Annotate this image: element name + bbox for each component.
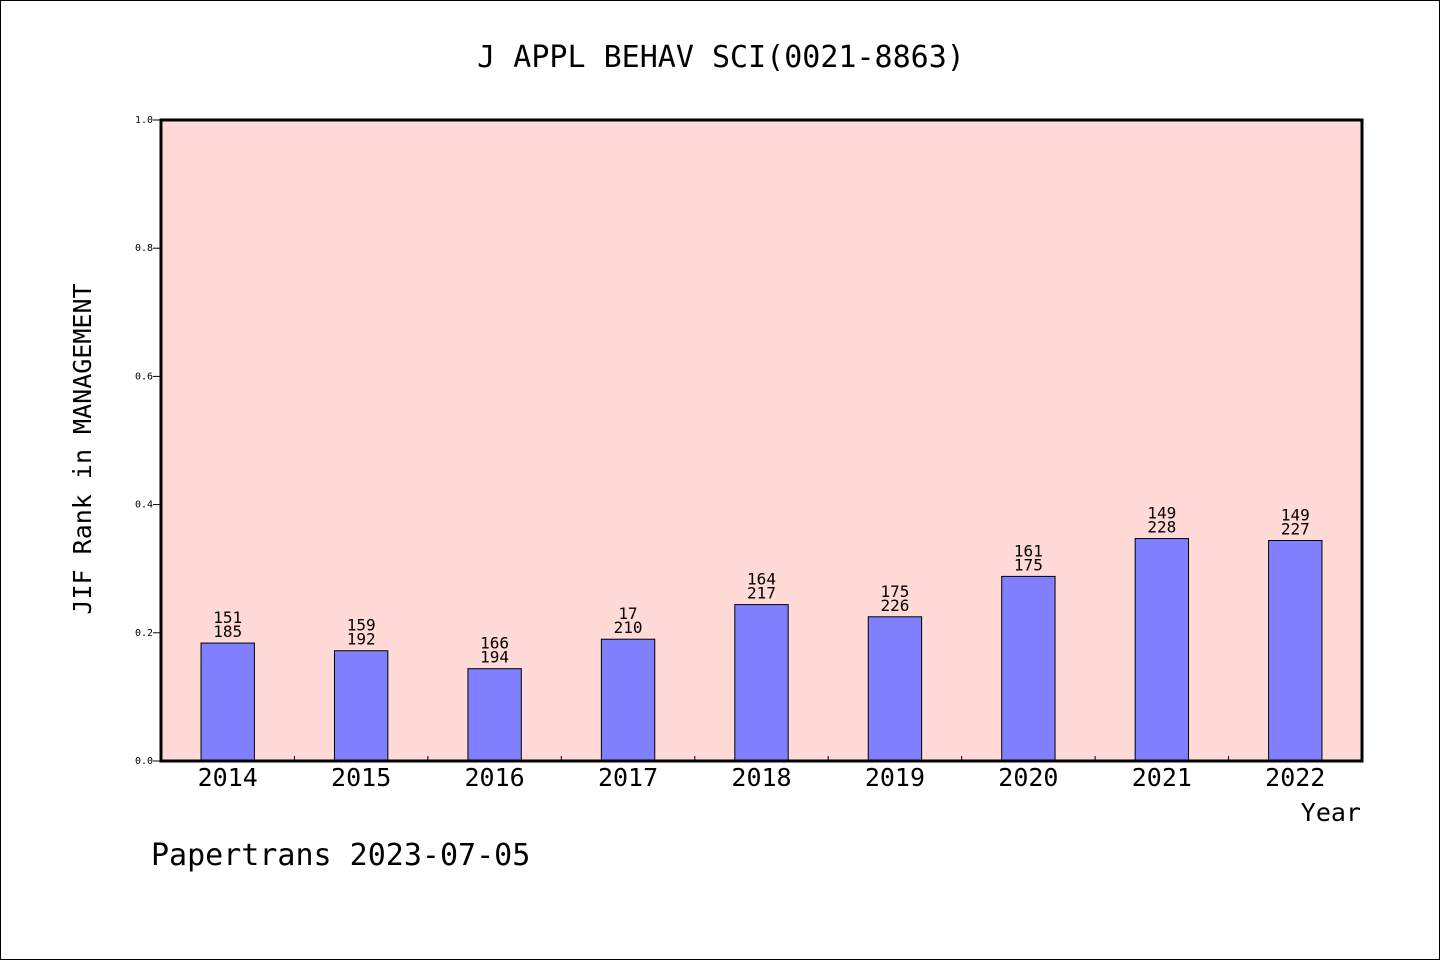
y-tick-label: 1.0 [135,115,153,126]
y-axis: 0.0 0.2 0.4 0.6 0.8 1.0 [135,115,161,767]
x-tick-label: 2019 [865,763,925,792]
bar-2018 [734,604,789,762]
y-tick-label: 0.8 [135,243,153,254]
bar-2017 [600,638,656,762]
y-tick-label: 0.6 [135,371,153,382]
bar-label-top: 17 [618,604,637,623]
y-axis-label: JIF Rank in MANAGEMENT [68,283,97,614]
bar-label-top: 166 [480,634,509,653]
bar-label-bottom: 228 [1147,518,1176,537]
bar-label-bottom: 227 [1281,519,1310,538]
bar-2015 [333,650,389,762]
bar-label-top: 149 [1281,505,1310,524]
bar-2014 [200,642,255,762]
x-tick-label: 2020 [998,763,1058,792]
bar-label-bottom: 192 [347,630,376,649]
x-tick-label: 2018 [731,763,791,792]
bar-2021 [1134,538,1190,762]
y-tick-label: 0.2 [135,628,153,639]
bar-2020 [1001,575,1056,762]
x-axis: 2014 2015 2016 2017 2018 2019 2020 2021 2022 [198,756,1325,792]
bar-label-bottom: 226 [880,596,909,615]
bar-label-bottom: 185 [213,622,242,641]
x-tick-label: 2017 [598,763,658,792]
bar-label-top: 149 [1147,504,1176,523]
bar-label-bottom: 194 [480,648,509,667]
bar-2022 [1268,539,1323,762]
chart-title: J APPL BEHAV SCI(0021-8863) [477,40,965,75]
plot-frame [159,118,1364,763]
bar-label-bottom: 175 [1014,555,1043,574]
bar-2019 [867,616,923,762]
bar-label-top: 175 [880,582,909,601]
bar-label-bottom: 217 [747,584,776,603]
bar-label-top: 151 [213,608,242,627]
x-tick-label: 2016 [465,763,525,792]
bar-label-top: 161 [1014,541,1043,560]
x-tick-label: 2015 [331,763,391,792]
bar-2016 [467,668,522,762]
y-tick-label: 0.4 [135,500,153,511]
x-tick-label: 2014 [198,763,258,792]
footer-text: Papertrans 2023-07-05 [151,838,530,873]
y-tick-label: 0.0 [135,756,153,767]
bar-label-bottom: 210 [614,618,643,637]
x-axis-label: Year [1301,798,1361,827]
bar-label-top: 159 [347,616,376,635]
x-tick-label: 2022 [1265,763,1325,792]
bar-label-top: 164 [747,570,776,589]
x-tick-label: 2021 [1132,763,1192,792]
